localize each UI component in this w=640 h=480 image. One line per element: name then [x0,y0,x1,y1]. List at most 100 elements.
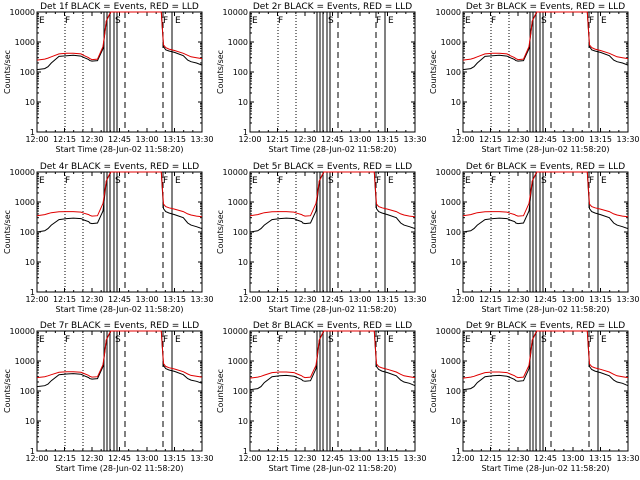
series-line-lld [462,330,629,379]
panel-det-3r: Det 3r BLACK = Events, RED = LLD 1 10 100 10… [429,2,640,154]
x-tick-label: 12:00 [238,295,261,304]
x-tick-label: 13:00 [561,135,584,144]
x-tick-label: 12:45 [108,135,131,144]
y-tick-label: 1 [30,288,35,297]
x-axis-label: Start Time (28-Jun-02 11:58:20) [269,464,397,473]
y-tick-label: 10 [238,258,248,267]
plot-frame [36,11,203,133]
panel-title: Det 4r BLACK = Events, RED = LLD [40,162,199,172]
y-tick-label: 100 [446,387,461,396]
y-axis-label: Counts/sec [3,50,12,94]
panel-title: Det 5r BLACK = Events, RED = LLD [253,162,412,172]
x-tick-label: 12:45 [108,295,131,304]
x-axis-label: Start Time (28-Jun-02 11:58:20) [56,464,184,473]
x-tick-label: 12:30 [80,454,103,463]
x-tick-label: 13:15 [589,454,612,463]
y-tick-label: 1000 [441,198,461,207]
flag-label: S [115,335,121,345]
x-tick-label: 12:30 [80,295,103,304]
panel-det-9r: Det 9r BLACK = Events, RED = LLD 1 10 100 10… [429,321,640,473]
x-tick-label: 12:45 [321,295,344,304]
plot-frame [36,171,203,293]
panel-title: Det 1f BLACK = Events, RED = LLD [40,2,199,12]
y-tick-label: 100 [20,228,35,237]
panel-title: Det 8r BLACK = Events, RED = LLD [253,321,412,331]
flag-label: E [39,176,45,186]
y-axis-label: Counts/sec [3,369,12,413]
x-tick-label: 12:15 [479,135,502,144]
y-tick-label: 100 [446,68,461,77]
panel-title: Det 3r BLACK = Events, RED = LLD [466,2,625,12]
x-tick-label: 13:00 [348,135,371,144]
y-tick-label: 1 [243,447,248,456]
x-tick-label: 12:15 [53,454,76,463]
series-line-lld [36,330,203,379]
series-line-lld [462,11,629,61]
series-line-lld [36,171,203,218]
x-tick-label: 12:00 [25,135,48,144]
x-tick-label: 13:15 [376,295,399,304]
y-axis-label: Counts/sec [216,50,225,94]
flag-label: F [376,16,381,26]
flag-label: S [541,16,547,26]
flag-label: E [388,335,394,345]
y-tick-label: 10 [451,417,461,426]
x-tick-label: 12:30 [293,295,316,304]
y-tick-label: 10000 [223,168,248,177]
plot-frame [462,171,629,293]
flag-label: E [601,176,607,186]
x-tick-label: 13:15 [163,135,186,144]
y-tick-label: 100 [233,228,248,237]
flag-label: F [65,16,70,26]
x-tick-label: 13:30 [403,135,426,144]
flag-label: S [541,335,547,345]
plot-frame [36,330,203,452]
x-tick-label: 12:45 [534,295,557,304]
x-tick-label: 12:00 [25,295,48,304]
x-tick-label: 12:00 [451,295,474,304]
y-tick-label: 1 [243,128,248,137]
y-tick-label: 1 [456,447,461,456]
x-tick-label: 12:30 [506,295,529,304]
x-axis-label: Start Time (28-Jun-02 11:58:20) [482,464,610,473]
plot-frame [249,330,416,452]
x-tick-label: 13:30 [616,135,639,144]
y-axis-label: Counts/sec [216,210,225,254]
y-tick-label: 10000 [10,8,35,17]
x-tick-label: 13:30 [403,454,426,463]
x-tick-label: 12:45 [108,454,131,463]
x-tick-label: 12:15 [53,135,76,144]
x-tick-label: 12:30 [80,135,103,144]
series-line-lld [249,171,416,218]
y-tick-label: 1000 [15,198,35,207]
flag-label: E [388,16,394,26]
y-tick-label: 10 [25,258,35,267]
y-tick-label: 1 [456,128,461,137]
x-tick-label: 12:00 [451,454,474,463]
y-tick-label: 10000 [10,327,35,336]
flag-label: F [278,335,283,345]
y-tick-label: 1000 [228,198,248,207]
flag-label: F [163,16,168,26]
y-tick-label: 10000 [436,327,461,336]
x-tick-label: 13:15 [163,454,186,463]
y-tick-label: 1 [30,128,35,137]
panel-det-1f: Det 1f BLACK = Events, RED = LLD 1 10 100 10… [3,2,214,154]
x-tick-label: 13:15 [376,135,399,144]
x-tick-label: 13:15 [589,135,612,144]
flag-label: F [163,176,168,186]
flag-label: F [278,176,283,186]
flag-label: S [328,335,334,345]
flag-label: F [491,176,496,186]
y-tick-label: 1000 [441,38,461,47]
series-line-lld [36,11,203,61]
x-tick-label: 13:00 [561,454,584,463]
panel-det-5r: Det 5r BLACK = Events, RED = LLD 1 10 100 10… [216,162,427,314]
flag-label: E [388,176,394,186]
plot-frame [249,171,416,293]
x-tick-label: 13:00 [561,295,584,304]
x-tick-label: 13:30 [190,454,213,463]
y-tick-label: 100 [20,387,35,396]
flag-label: S [541,176,547,186]
x-tick-label: 13:00 [135,454,158,463]
